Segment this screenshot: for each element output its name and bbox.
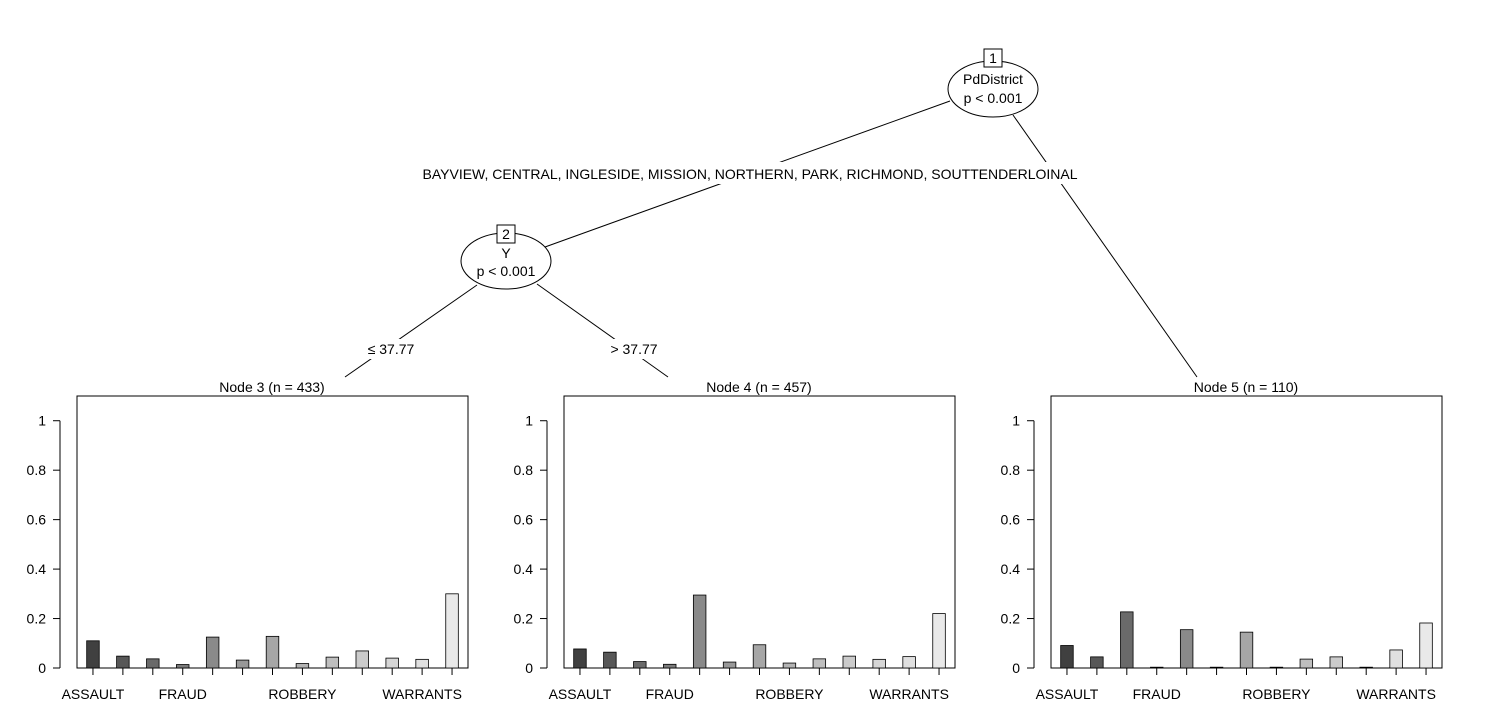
bar (355, 650, 369, 669)
y-tick-label: 0 (525, 660, 533, 676)
bar (902, 656, 916, 669)
inner-node-variable: Y (501, 245, 511, 261)
bar (265, 635, 280, 669)
terminal-node-4-panel: Node 4 (n = 457) 0 0.2 0.4 0.6 0.8 1 ASSAULT FR… (514, 379, 956, 702)
edge-2-to-4 (536, 283, 669, 378)
bar (633, 661, 647, 669)
bar (603, 651, 617, 669)
y-tick-label: 0.8 (1001, 462, 1021, 478)
bar (86, 640, 100, 669)
y-tick-label: 1 (38, 413, 46, 429)
bar (295, 663, 310, 669)
inner-right-split-label-bg (601, 339, 667, 359)
inner-node-pvalue: p < 0.001 (477, 263, 536, 279)
y-tick-label: 0.4 (27, 561, 47, 577)
x-tick-label: WARRANTS (869, 686, 949, 702)
y-tick-label: 1 (1012, 413, 1020, 429)
edge-2-to-3 (344, 284, 478, 378)
root-split-label-bg (368, 162, 1132, 184)
bar (1299, 658, 1314, 669)
bar (415, 658, 429, 669)
bar (1329, 656, 1343, 669)
bar (573, 648, 587, 669)
bar (782, 662, 797, 669)
bar (325, 656, 340, 669)
node-5-title: Node 5 (n = 110) (1194, 379, 1298, 395)
bar (1060, 645, 1074, 669)
y-tick-label: 0.4 (1001, 561, 1021, 577)
bar (146, 658, 160, 669)
terminal-node-3-panel: Node 3 (n = 433) 0 0.2 0.4 0.6 0.8 1 ASSAULT FR… (27, 379, 469, 702)
bar (205, 636, 220, 669)
y-tick-label: 0.8 (514, 462, 534, 478)
x-tick-label: ROBBERY (1242, 686, 1311, 702)
y-tick-label: 0.8 (27, 462, 47, 478)
y-tick-label: 0.6 (514, 512, 534, 528)
bar (1359, 666, 1373, 669)
inner-right-split-label: > 37.77 (610, 341, 657, 357)
x-tick-label: ROBBERY (268, 686, 337, 702)
y-tick-label: 0.2 (27, 611, 47, 627)
inner-left-split-label-bg (358, 339, 424, 359)
x-tick-label: FRAUD (646, 686, 694, 702)
bar (722, 661, 737, 669)
bar (932, 613, 946, 669)
y-tick-label: 0.4 (514, 561, 534, 577)
root-node-id-box (983, 48, 1003, 68)
bar (663, 663, 677, 669)
bar (1419, 622, 1433, 669)
root-node-pvalue: p < 0.001 (964, 90, 1023, 106)
edge-1-to-5 (1012, 114, 1198, 378)
bar (752, 644, 767, 669)
inner-left-split-label: ≤ 37.77 (368, 341, 415, 357)
root-node (947, 60, 1039, 118)
x-tick-label: FRAUD (159, 686, 207, 702)
root-node-variable: PdDistrict (963, 71, 1023, 87)
bar (1120, 611, 1134, 669)
y-tick-label: 0.6 (27, 512, 47, 528)
bar (842, 655, 856, 669)
x-tick-label: ASSAULT (549, 686, 612, 702)
root-node-id: 1 (989, 50, 997, 66)
y-tick-label: 0 (38, 660, 46, 676)
bar (235, 659, 250, 669)
terminal-node-5-panel: Node 5 (n = 110) 0 0.2 0.4 0.6 0.8 1 ASSAULT FR… (1001, 379, 1443, 702)
bar (176, 664, 190, 669)
bar (1269, 666, 1284, 669)
node-3-title: Node 3 (n = 433) (219, 379, 324, 395)
inner-node-id: 2 (502, 226, 510, 242)
x-tick-label: ROBBERY (755, 686, 824, 702)
bar (872, 658, 886, 669)
x-tick-label: WARRANTS (1356, 686, 1436, 702)
plot-frame (1050, 395, 1443, 669)
bar (116, 655, 130, 669)
bar (385, 657, 399, 669)
y-tick-label: 1 (525, 413, 533, 429)
x-tick-label: ASSAULT (62, 686, 125, 702)
bar (692, 594, 707, 669)
bar (1179, 629, 1194, 669)
bar (1209, 666, 1224, 669)
bar (445, 593, 459, 669)
y-tick-label: 0.6 (1001, 512, 1021, 528)
y-tick-label: 0.2 (1001, 611, 1021, 627)
bar (1389, 649, 1403, 669)
x-tick-label: ASSAULT (1036, 686, 1099, 702)
node-4-title: Node 4 (n = 457) (706, 379, 811, 395)
x-tick-label: FRAUD (1133, 686, 1181, 702)
root-split-label: BAYVIEW, CENTRAL, INGLESIDE, MISSION, NO… (423, 166, 1078, 182)
x-tick-label: WARRANTS (382, 686, 462, 702)
y-tick-label: 0 (1012, 660, 1020, 676)
bar (1239, 631, 1254, 669)
bar (812, 658, 827, 669)
bar (1150, 666, 1164, 669)
inner-node-id-box (496, 224, 516, 244)
plot-frame (76, 395, 469, 669)
y-tick-label: 0.2 (514, 611, 534, 627)
plot-frame (563, 395, 956, 669)
bar (1090, 656, 1104, 669)
